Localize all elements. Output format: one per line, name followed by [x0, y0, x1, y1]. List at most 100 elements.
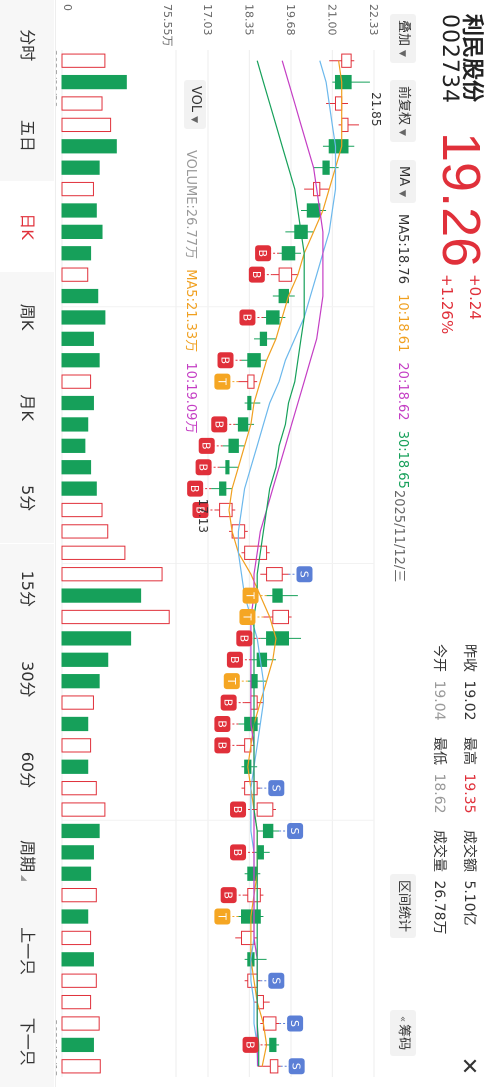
signal-label: B: [237, 635, 250, 643]
prev-close-label: 昨收: [461, 644, 477, 672]
signal-label: B: [200, 442, 213, 450]
signal-badge: [220, 887, 237, 904]
period-tab-5[interactable]: 5分: [0, 452, 54, 544]
stock-code: 002734: [437, 14, 462, 104]
kline-chart[interactable]: 22.33 21.00 19.68 18.35 17.03 B B B B T B B B B B S T T B B…: [56, 0, 382, 1087]
range-stats-button[interactable]: 区间统计: [390, 874, 416, 939]
signal-label: B: [215, 742, 228, 750]
adjust-label: 前复权: [396, 86, 411, 126]
volume-bar: [61, 139, 117, 154]
range-stats-label: 区间统计: [396, 880, 411, 933]
adjust-button[interactable]: 前复权 ▼: [390, 80, 416, 142]
candle-body: [328, 139, 349, 154]
candle-body: [237, 417, 249, 432]
close-icon[interactable]: ✕: [456, 1056, 481, 1076]
overlay-button[interactable]: 叠加 ▼: [390, 14, 416, 63]
volume-bar: [61, 117, 112, 133]
amount-value: 5.10亿: [461, 880, 477, 926]
candle-body: [334, 74, 352, 90]
indicator-button[interactable]: MA ▼: [390, 160, 416, 204]
y-tick-label: 18.35: [242, 4, 255, 36]
volume-bar: [61, 823, 100, 839]
candle-body: [269, 1037, 277, 1053]
indicator-label: MA: [396, 166, 411, 187]
signal-badge: [217, 352, 234, 369]
signal-label: B: [250, 271, 263, 279]
period-tab-0[interactable]: 分时: [0, 0, 54, 91]
ma20-value: 20:18.62: [395, 362, 410, 421]
signal-badge: [239, 309, 256, 326]
volume-bar: [61, 331, 94, 346]
signal-label: B: [228, 656, 241, 664]
volume-max-label: 75.55万: [161, 4, 174, 47]
volume-bar: [61, 588, 142, 603]
volume-bar: [61, 952, 94, 967]
candle-body: [266, 567, 283, 582]
signal-badge: [214, 908, 231, 925]
volume-bar: [61, 374, 92, 389]
volume-bar: [61, 353, 100, 368]
signal-badge: [268, 972, 285, 989]
volume-bar: [61, 845, 94, 860]
volume-bar: [61, 545, 126, 560]
signal-badge: [236, 630, 253, 647]
high-annotation: 21.85: [369, 92, 382, 126]
signal-badge: [296, 566, 313, 583]
quote-row-1: 昨收 19.02 最高 19.35 成交额 5.10亿: [460, 644, 480, 926]
volume-bar: [61, 888, 97, 903]
signal-label: B: [222, 699, 235, 707]
volume-bar: [61, 460, 92, 475]
volume-ma5: MA5:21.33万: [183, 269, 198, 353]
candle-body: [266, 631, 289, 646]
signal-badge: [192, 502, 209, 519]
signal-badge: [288, 1058, 305, 1075]
volume-zero-label: 0: [61, 4, 74, 11]
period-tab-8[interactable]: 60分: [0, 724, 54, 816]
candle-body: [256, 652, 268, 667]
volume-bar: [61, 695, 94, 710]
ma-legend: MA5:18.76 10:18.61 20:18.62 30:18.65: [395, 214, 410, 489]
period-tab-3[interactable]: 周K: [0, 271, 54, 363]
signal-label: T: [244, 591, 257, 599]
signal-badge: [248, 266, 265, 283]
period-tab-2[interactable]: 日K: [0, 181, 54, 272]
signal-label: B: [193, 506, 206, 514]
volume-current: VOLUME:26.77万: [183, 150, 198, 260]
period-tab-9[interactable]: 周期 ◢: [0, 815, 54, 906]
volume-bar: [61, 53, 106, 68]
chip-button[interactable]: «筹码: [390, 1010, 416, 1057]
y-tick-label: 21.00: [325, 4, 338, 36]
ma-line-ma20: [250, 60, 324, 1067]
candle-body: [266, 310, 280, 325]
period-tab-7[interactable]: 30分: [0, 634, 54, 725]
period-tab-11[interactable]: 下一只: [0, 996, 54, 1087]
candle-body: [247, 973, 258, 988]
signal-label: T: [225, 677, 238, 685]
candle-body: [256, 845, 264, 860]
vol-indicator-button[interactable]: VOL ▼: [184, 80, 206, 130]
period-tab-10[interactable]: 上一只: [0, 905, 54, 997]
signal-label: B: [188, 485, 201, 493]
signal-badge: [220, 694, 237, 711]
signal-badge: [211, 416, 228, 433]
price-change-pct: +1.26%: [438, 274, 456, 335]
period-tab-6[interactable]: 15分: [0, 543, 54, 635]
candle-body: [322, 160, 330, 175]
period-tab-4[interactable]: 月K: [0, 362, 54, 453]
signal-badge: [242, 1036, 259, 1053]
signal-label: B: [240, 314, 253, 322]
volume-bar: [61, 438, 86, 453]
volume-label: 成交量: [431, 830, 447, 872]
amount-label: 成交额: [461, 830, 477, 872]
candle-body: [281, 246, 296, 261]
period-tab-1[interactable]: 五日: [0, 90, 54, 182]
volume-bar: [61, 203, 97, 218]
volume-bar: [61, 96, 103, 111]
low-annotation: 17.13: [196, 499, 210, 533]
open-label: 今开: [431, 644, 447, 672]
volume-toolbar: VOL ▼ VOLUME:26.77万 MA5:21.33万 10:19.09万: [180, 0, 206, 1087]
ma-line-ma30: [253, 60, 305, 1067]
price-change: +0.24: [466, 274, 484, 320]
low-label: 最低: [431, 737, 447, 765]
